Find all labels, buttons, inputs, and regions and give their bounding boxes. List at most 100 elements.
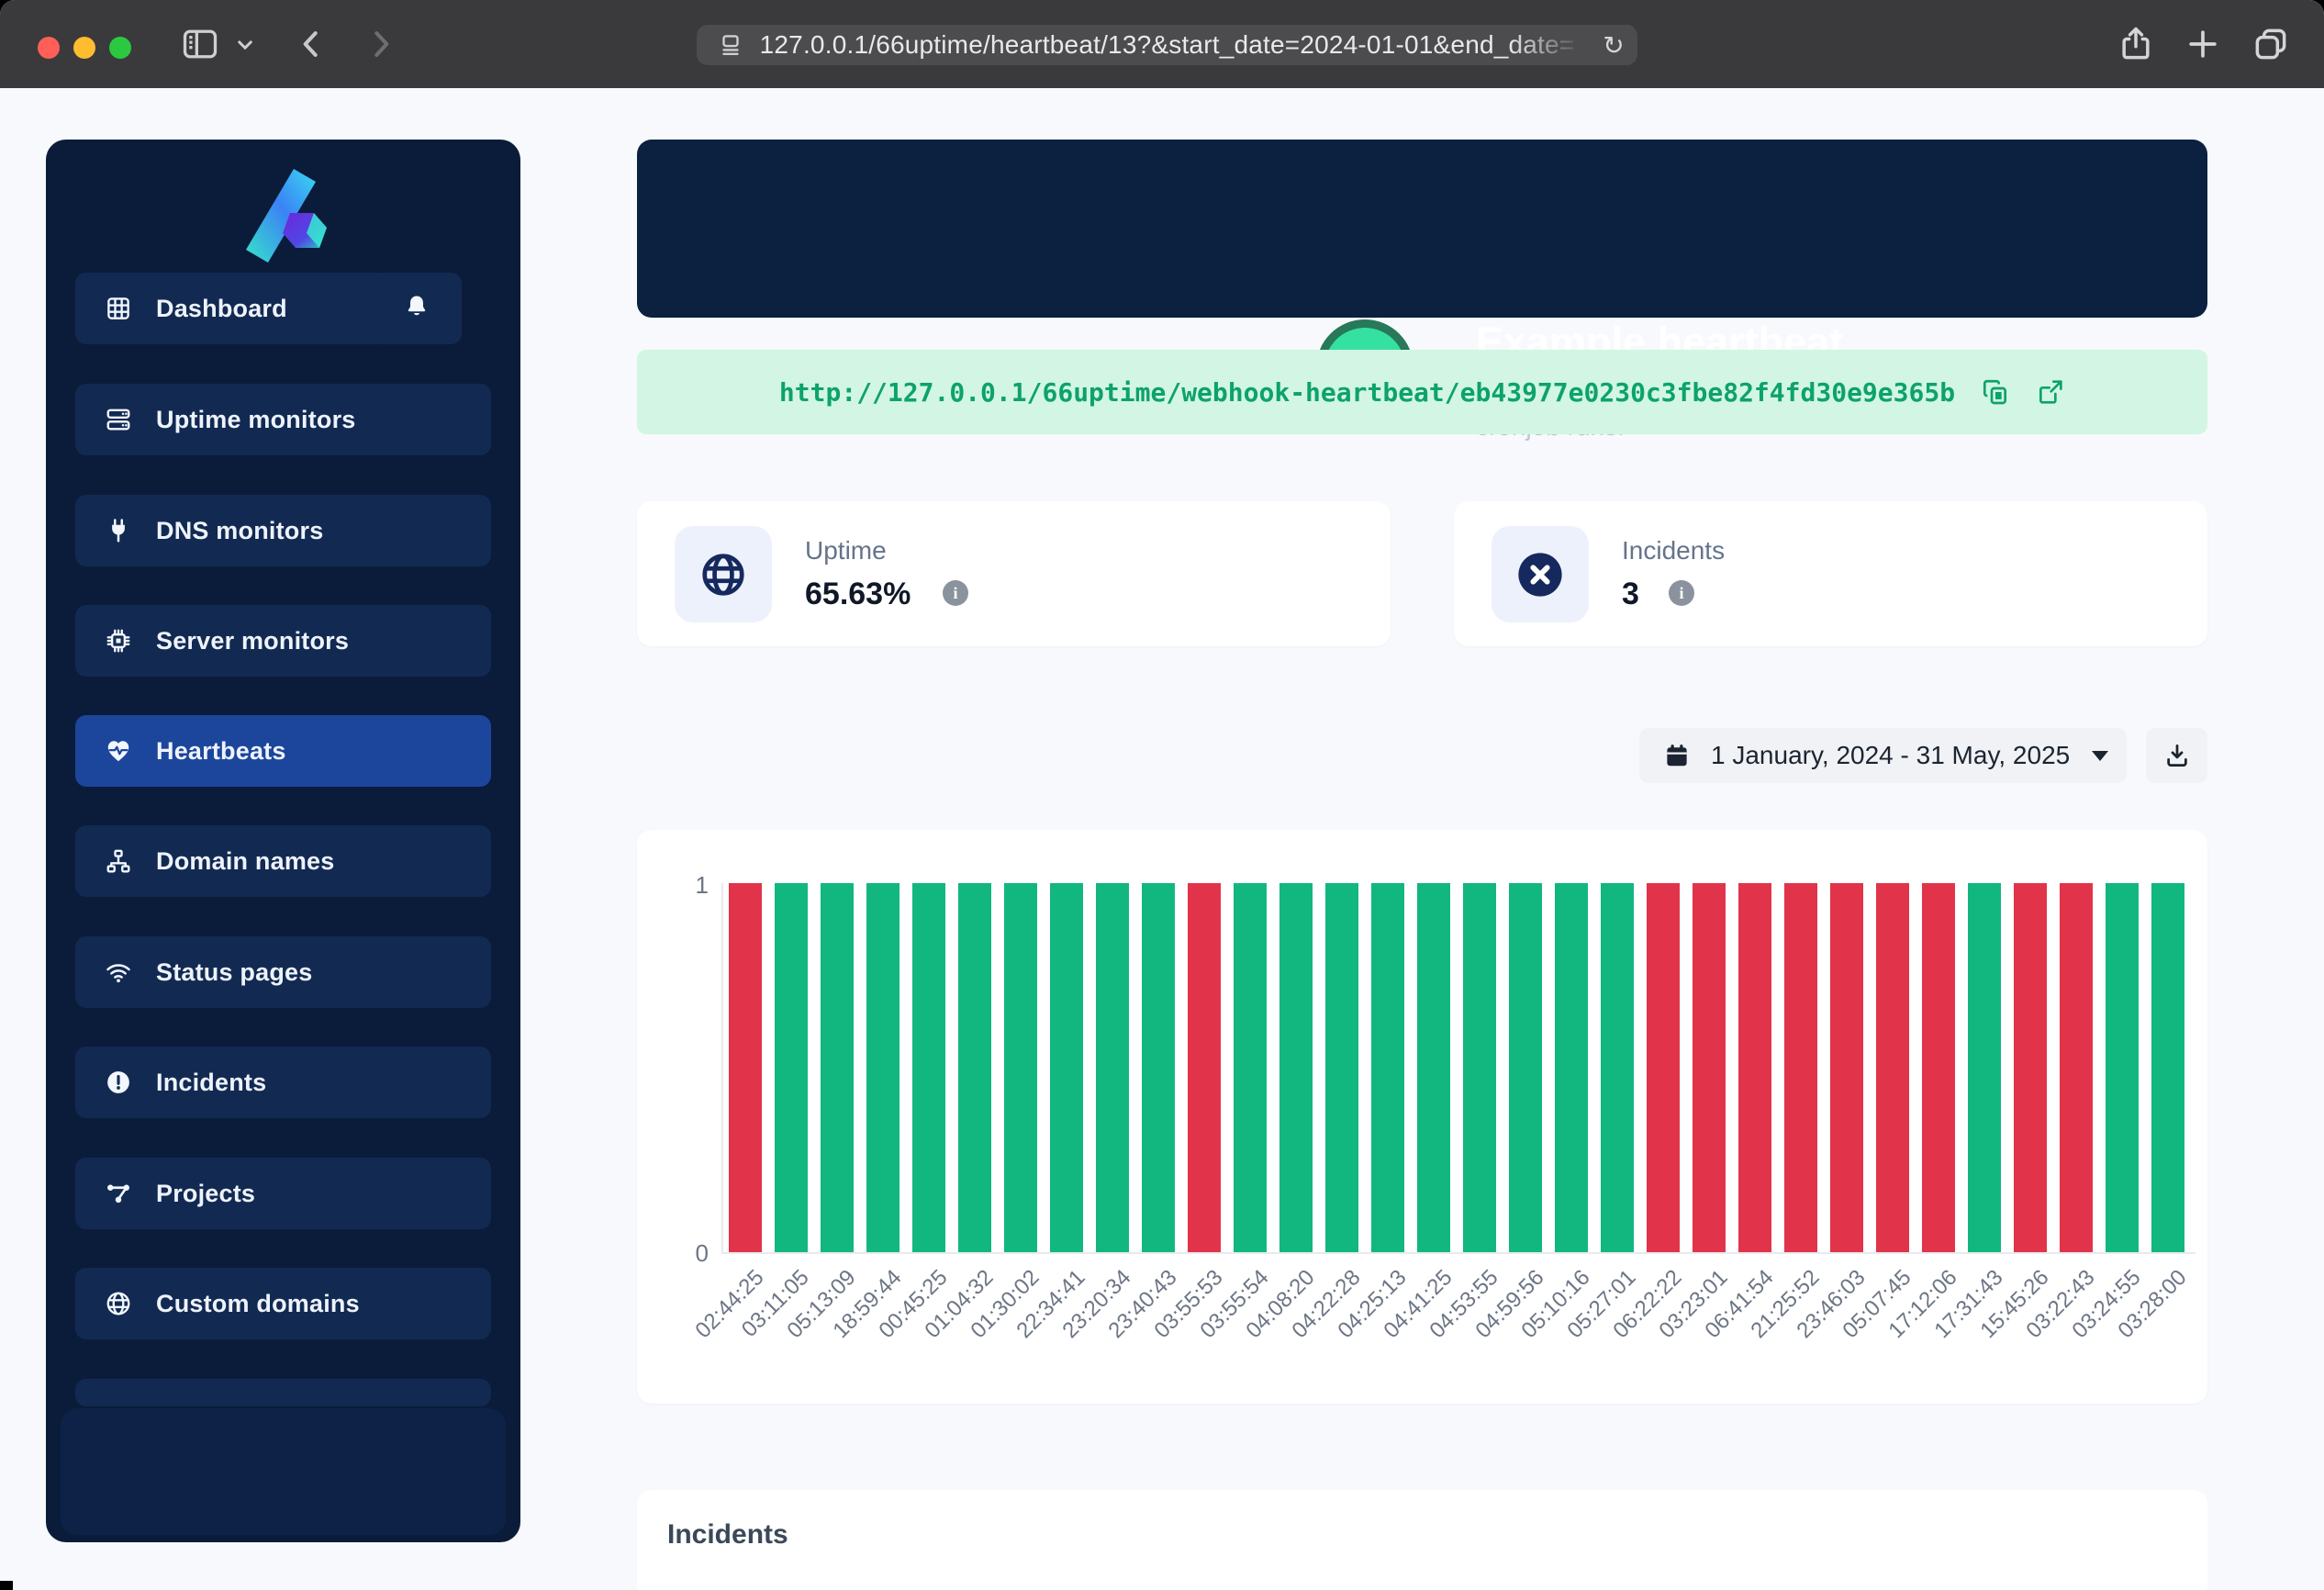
sidebar-item-label: Dashboard xyxy=(156,294,287,322)
chart-bar[interactable] xyxy=(1050,883,1083,1252)
chart-bar[interactable] xyxy=(1371,883,1404,1252)
sitemap-icon xyxy=(105,847,132,875)
chevron-down-icon[interactable] xyxy=(231,31,259,59)
forward-button[interactable] xyxy=(360,24,400,64)
date-range-text: 1 January, 2024 - 31 May, 2025 xyxy=(1711,741,2071,769)
back-button[interactable] xyxy=(292,24,332,64)
sidebar-item-custom-domains[interactable]: Custom domains xyxy=(75,1268,491,1339)
close-window-button[interactable] xyxy=(38,37,60,59)
chart-bar[interactable] xyxy=(2060,883,2093,1252)
calendar-icon xyxy=(1667,745,1687,767)
uptime-label: Uptime xyxy=(805,536,887,565)
sidebar-item-label: Domain names xyxy=(156,846,335,875)
chart-bar[interactable] xyxy=(1601,883,1634,1252)
chart-bar[interactable] xyxy=(1096,883,1129,1252)
sidebar-item-partial[interactable] xyxy=(75,1379,491,1406)
chart-bar[interactable] xyxy=(866,883,899,1252)
url-text: 127.0.0.1/66uptime/heartbeat/13?&start_d… xyxy=(759,30,1575,59)
incidents-label: Incidents xyxy=(1622,536,1726,565)
globe-icon xyxy=(105,1290,132,1317)
chart-bar[interactable] xyxy=(1968,883,2001,1252)
chart-bar[interactable] xyxy=(1509,883,1542,1252)
heartbeat-icon xyxy=(105,737,132,765)
sidebar-top-row: Dashboard xyxy=(75,273,491,344)
chart-bar[interactable] xyxy=(2014,883,2047,1252)
external-link-icon[interactable] xyxy=(2036,377,2065,407)
chart-bar[interactable] xyxy=(1738,883,1771,1252)
sidebar-item-heartbeats[interactable]: Heartbeats xyxy=(75,715,491,787)
zoom-window-button[interactable] xyxy=(109,37,131,59)
chart-bar[interactable] xyxy=(1417,883,1450,1252)
incidents-value: 3 xyxy=(1622,577,1639,611)
chart-bar[interactable] xyxy=(2106,883,2139,1252)
server-icon xyxy=(105,406,132,433)
chart-bar[interactable] xyxy=(821,883,854,1252)
sidebar-item-projects[interactable]: Projects xyxy=(75,1158,491,1229)
chart-bar[interactable] xyxy=(1234,883,1267,1252)
cpu-icon xyxy=(105,627,132,655)
user-section: Example sample@example.com xyxy=(61,1408,506,1535)
tab-overview-icon[interactable] xyxy=(2251,24,2291,64)
chart-bar[interactable] xyxy=(1555,883,1588,1252)
download-button[interactable] xyxy=(2146,728,2207,783)
chart-bar[interactable] xyxy=(958,883,991,1252)
webhook-url: http://127.0.0.1/66uptime/webhook-heartb… xyxy=(778,376,1956,408)
heartbeat-chart-card: 1 0 02:44:25 03:11:05 05:13:09 18:59:44 00:4… xyxy=(637,830,2207,1404)
url-field[interactable]: 127.0.0.1/66uptime/heartbeat/13?&start_d… xyxy=(697,25,1637,65)
notifications-button[interactable] xyxy=(371,273,462,344)
info-icon[interactable]: i xyxy=(1669,580,1694,606)
y-axis-tick-0: 0 xyxy=(695,1239,709,1267)
chart-bar[interactable] xyxy=(1325,883,1358,1252)
sidebar-item-domain-names[interactable]: Domain names xyxy=(75,825,491,897)
alert-icon xyxy=(105,1069,132,1096)
chart-bar[interactable] xyxy=(2151,883,2184,1252)
sidebar-item-incidents[interactable]: Incidents xyxy=(75,1047,491,1118)
sidebar-item-label: Server monitors xyxy=(156,626,350,655)
chart-bar[interactable] xyxy=(1188,883,1221,1252)
chart-bar[interactable] xyxy=(1830,883,1863,1252)
reload-button[interactable]: ↻ xyxy=(1595,25,1632,65)
minimize-window-button[interactable] xyxy=(73,37,95,59)
chart-bar[interactable] xyxy=(1463,883,1496,1252)
bar-chart: 02:44:25 03:11:05 05:13:09 18:59:44 00:45:25… xyxy=(690,883,2196,1343)
chart-bar[interactable] xyxy=(1876,883,1909,1252)
app-logo xyxy=(237,167,332,268)
chart-bar[interactable] xyxy=(1922,883,1955,1252)
website-settings-icon[interactable] xyxy=(717,32,744,60)
date-range-picker[interactable]: 1 January, 2024 - 31 May, 2025 xyxy=(1639,728,2127,783)
info-icon[interactable]: i xyxy=(943,580,968,606)
sidebar-item-server-monitors[interactable]: Server monitors xyxy=(75,605,491,677)
url-fade xyxy=(1509,25,1610,65)
copy-icon[interactable] xyxy=(1981,377,2010,407)
chart-bar[interactable] xyxy=(729,883,762,1252)
chart-bar[interactable] xyxy=(775,883,808,1252)
grid-icon xyxy=(105,295,132,322)
chart-bar[interactable] xyxy=(1142,883,1175,1252)
share-icon[interactable] xyxy=(2116,24,2156,64)
x-circle-icon xyxy=(1492,526,1589,622)
chart-bar[interactable] xyxy=(1279,883,1313,1252)
sidebar-item-label: Heartbeats xyxy=(156,736,286,765)
uptime-value: 65.63% xyxy=(805,577,911,611)
wifi-icon xyxy=(105,958,132,986)
sidebar-toggle-icon[interactable] xyxy=(180,24,220,64)
globe-icon xyxy=(675,526,772,622)
sidebar-item-label: Custom domains xyxy=(156,1289,360,1317)
incidents-stat-card: Incidents 3 i xyxy=(1454,501,2207,646)
chart-bar[interactable] xyxy=(1784,883,1817,1252)
sidebar-item-status-pages[interactable]: Status pages xyxy=(75,936,491,1008)
sidebar-item-label: Status pages xyxy=(156,957,313,986)
sidebar-item-uptime-monitors[interactable]: Uptime monitors xyxy=(75,384,491,455)
sidebar-item-dashboard[interactable]: Dashboard xyxy=(75,273,388,344)
chart-bar[interactable] xyxy=(912,883,945,1252)
chart-bar[interactable] xyxy=(1693,883,1726,1252)
sidebar-item-dns-monitors[interactable]: DNS monitors xyxy=(75,495,491,566)
chart-bar[interactable] xyxy=(1004,883,1037,1252)
chart-bar[interactable] xyxy=(1647,883,1680,1252)
sidebar-item-label: Projects xyxy=(156,1179,256,1207)
bell-icon xyxy=(403,293,430,325)
browser-toolbar: 127.0.0.1/66uptime/heartbeat/13?&start_d… xyxy=(0,0,2324,88)
new-tab-icon[interactable] xyxy=(2183,24,2223,64)
